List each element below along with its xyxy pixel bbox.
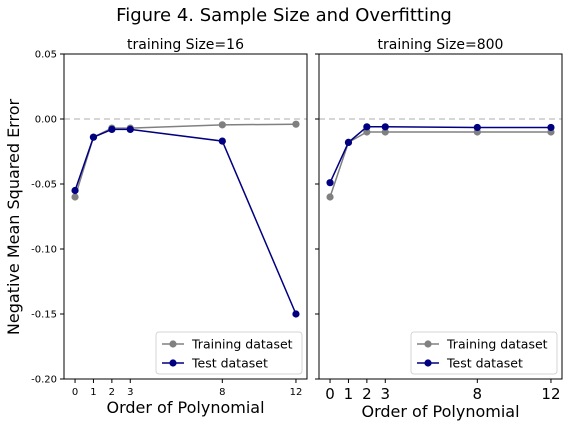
x-tick-label: 1 <box>90 387 96 398</box>
legend-label: Training dataset <box>446 337 548 352</box>
data-point-training <box>326 193 334 201</box>
legend-label: Test dataset <box>446 356 523 371</box>
data-point-training <box>363 128 371 136</box>
axes-frame <box>318 53 563 380</box>
x-axis-label: Order of Polynomial <box>106 398 264 417</box>
data-point-training <box>292 120 300 128</box>
x-tick-label: 3 <box>127 387 133 398</box>
data-point-test <box>381 123 389 131</box>
data-point-test <box>292 310 300 318</box>
data-point-test <box>89 133 98 141</box>
x-tick-label: 3 <box>380 385 390 403</box>
legend-label: Training dataset <box>191 337 293 352</box>
data-point-test <box>344 138 353 146</box>
legend-swatch-marker <box>424 340 432 348</box>
legend-box <box>155 331 303 375</box>
x-tick-label: 2 <box>362 385 372 403</box>
data-point-test <box>326 179 334 187</box>
y-tick-label: 0.00 <box>35 115 57 126</box>
legend-swatch-marker <box>169 359 177 367</box>
legend: Training dataset Test dataset <box>410 331 558 375</box>
series-line-training <box>329 131 551 198</box>
data-point-test <box>126 125 134 133</box>
panel-training-size-16: 0 1 2 3 8 120.050.00-0.05-0.10-0.15-0.20train… <box>31 37 308 417</box>
legend-swatch-marker <box>169 340 177 348</box>
panel-title: training Size=800 <box>378 37 504 53</box>
x-tick-label: 8 <box>473 385 483 403</box>
x-tick-label: 1 <box>344 385 354 403</box>
series-line-training <box>74 123 296 198</box>
y-axis-label: Negative Mean Squared Error <box>4 99 23 336</box>
legend-box <box>410 331 558 375</box>
y-tick-label: -0.10 <box>31 245 57 256</box>
legend-label: Test dataset <box>191 356 268 371</box>
x-tick-label: 12 <box>541 385 560 403</box>
y-tick-label: 0.05 <box>35 50 57 61</box>
panel-title: training Size=16 <box>127 37 244 53</box>
x-axis-label: Order of Polynomial <box>361 402 519 421</box>
data-point-test <box>218 137 226 145</box>
series-line-test <box>329 126 551 184</box>
data-point-test <box>71 186 79 195</box>
y-tick-label: -0.15 <box>31 310 57 321</box>
axes-frame <box>63 53 308 380</box>
data-point-training <box>218 121 226 129</box>
series-line-test <box>74 128 297 315</box>
data-point-test <box>547 123 555 132</box>
data-point-test <box>363 123 371 131</box>
x-tick-label: 12 <box>290 387 303 398</box>
x-tick-label: 0 <box>325 385 335 403</box>
y-tick-label: -0.05 <box>31 180 57 191</box>
x-tick-label: 8 <box>219 387 225 398</box>
data-point-training <box>381 128 389 136</box>
legend-swatch-marker <box>424 359 432 367</box>
data-point-test <box>473 123 481 132</box>
y-tick-label: -0.20 <box>31 375 57 386</box>
x-tick-label: 0 <box>72 387 78 398</box>
data-point-test <box>108 125 116 133</box>
legend: Training dataset Test dataset <box>155 331 303 375</box>
figure-title: Figure 4. Sample Size and Overfitting <box>116 5 452 26</box>
x-tick-label: 2 <box>109 387 115 398</box>
data-point-training <box>71 193 79 201</box>
